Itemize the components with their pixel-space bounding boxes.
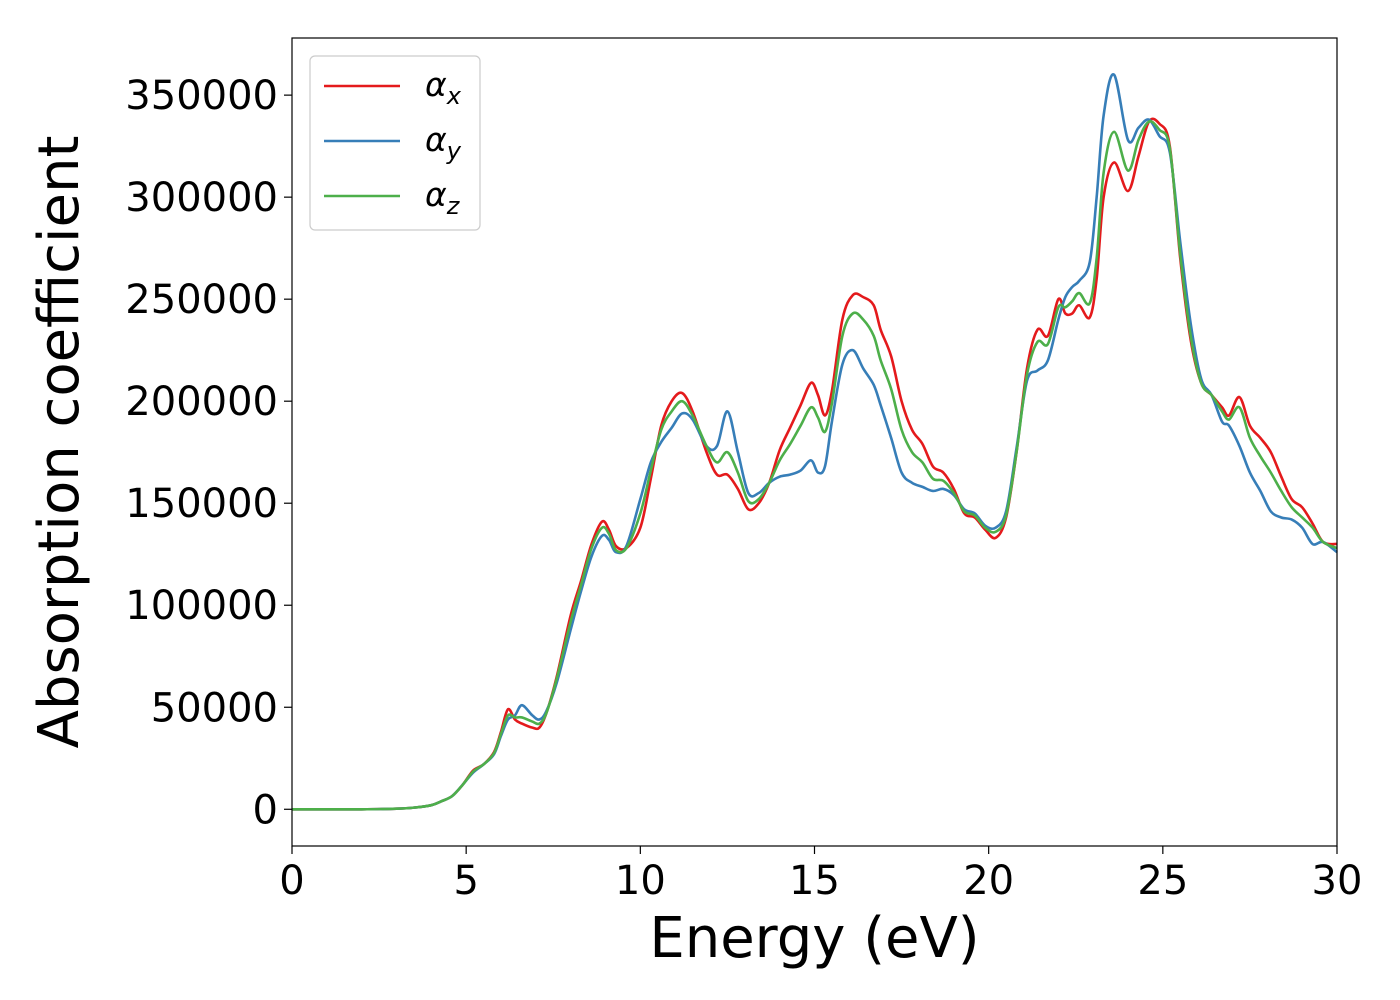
legend-box: [309, 55, 481, 231]
y-tick-label: 0: [253, 787, 278, 833]
y-tick-label: 350000: [125, 73, 278, 119]
x-tick-label: 10: [615, 858, 666, 904]
y-tick-label: 250000: [125, 277, 278, 323]
x-tick-label: 30: [1312, 858, 1363, 904]
y-tick-label: 150000: [125, 481, 278, 527]
x-tick-label: 5: [453, 858, 478, 904]
x-tick-label: 0: [279, 858, 304, 904]
series-line-z: [292, 120, 1338, 811]
plot-lines: [292, 73, 1338, 811]
y-tick-label: 100000: [125, 583, 278, 629]
legend-label-y: αy: [425, 120, 462, 165]
y-axis: 0 50000 100000 150000 200000 250000 300000 3500…: [125, 73, 292, 833]
legend-label-z: αz: [425, 175, 461, 220]
legend-label-x: αx: [425, 65, 462, 110]
x-tick-label: 20: [963, 858, 1014, 904]
x-tick-label: 15: [789, 858, 840, 904]
y-tick-label: 50000: [151, 685, 278, 731]
y-axis-title: Absorption coefficient: [27, 136, 92, 749]
legend: αx αy αz: [309, 55, 481, 231]
y-tick-label: 300000: [125, 175, 278, 221]
y-tick-label: 200000: [125, 379, 278, 425]
x-axis: 0 5 10 15 20 25 30: [279, 846, 1362, 904]
x-axis-title: Energy (eV): [649, 906, 979, 971]
x-tick-label: 25: [1137, 858, 1188, 904]
